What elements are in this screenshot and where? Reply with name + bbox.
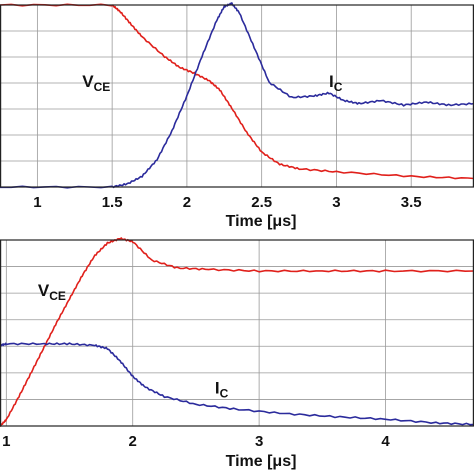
series-annotation: VCE [38,281,66,303]
x-tick-label: 2 [129,433,137,450]
x-tick-label: 1 [2,433,10,450]
series-annotation-subscript: C [220,386,229,400]
x-tick-label: 3 [332,194,340,211]
x-tick-label: 3.5 [401,194,422,211]
x-axis-label: Time [μs] [226,453,297,470]
x-tick-label: 3 [255,433,263,450]
series-line-ic [0,2,474,189]
plot-frame [0,239,474,427]
top-panel: 1 1.5 2 2.5 3 3.5 Time [μs] VCE IC [0,2,474,230]
x-tick-label: 2.5 [251,194,272,211]
series-annotation: IC [215,378,229,400]
series-annotation-subscript: C [334,80,343,94]
x-tick-label: 1.5 [102,194,123,211]
series-line-vce [0,237,474,427]
series-annotation: IC [329,72,343,94]
x-axis-label: Time [μs] [226,213,297,230]
series-line-ic [0,342,474,426]
x-tick-label: 1 [33,194,41,211]
series-annotation-subscript: CE [94,80,111,94]
series-line-vce [0,3,474,180]
series-annotation: VCE [82,72,110,94]
plot-frame [0,4,474,188]
x-tick-label: 4 [381,433,390,450]
series-annotation-subscript: CE [49,289,66,303]
x-tick-label: 2 [183,194,191,211]
bottom-panel: 1 2 3 4 Time [μs] VCE IC [0,237,474,470]
